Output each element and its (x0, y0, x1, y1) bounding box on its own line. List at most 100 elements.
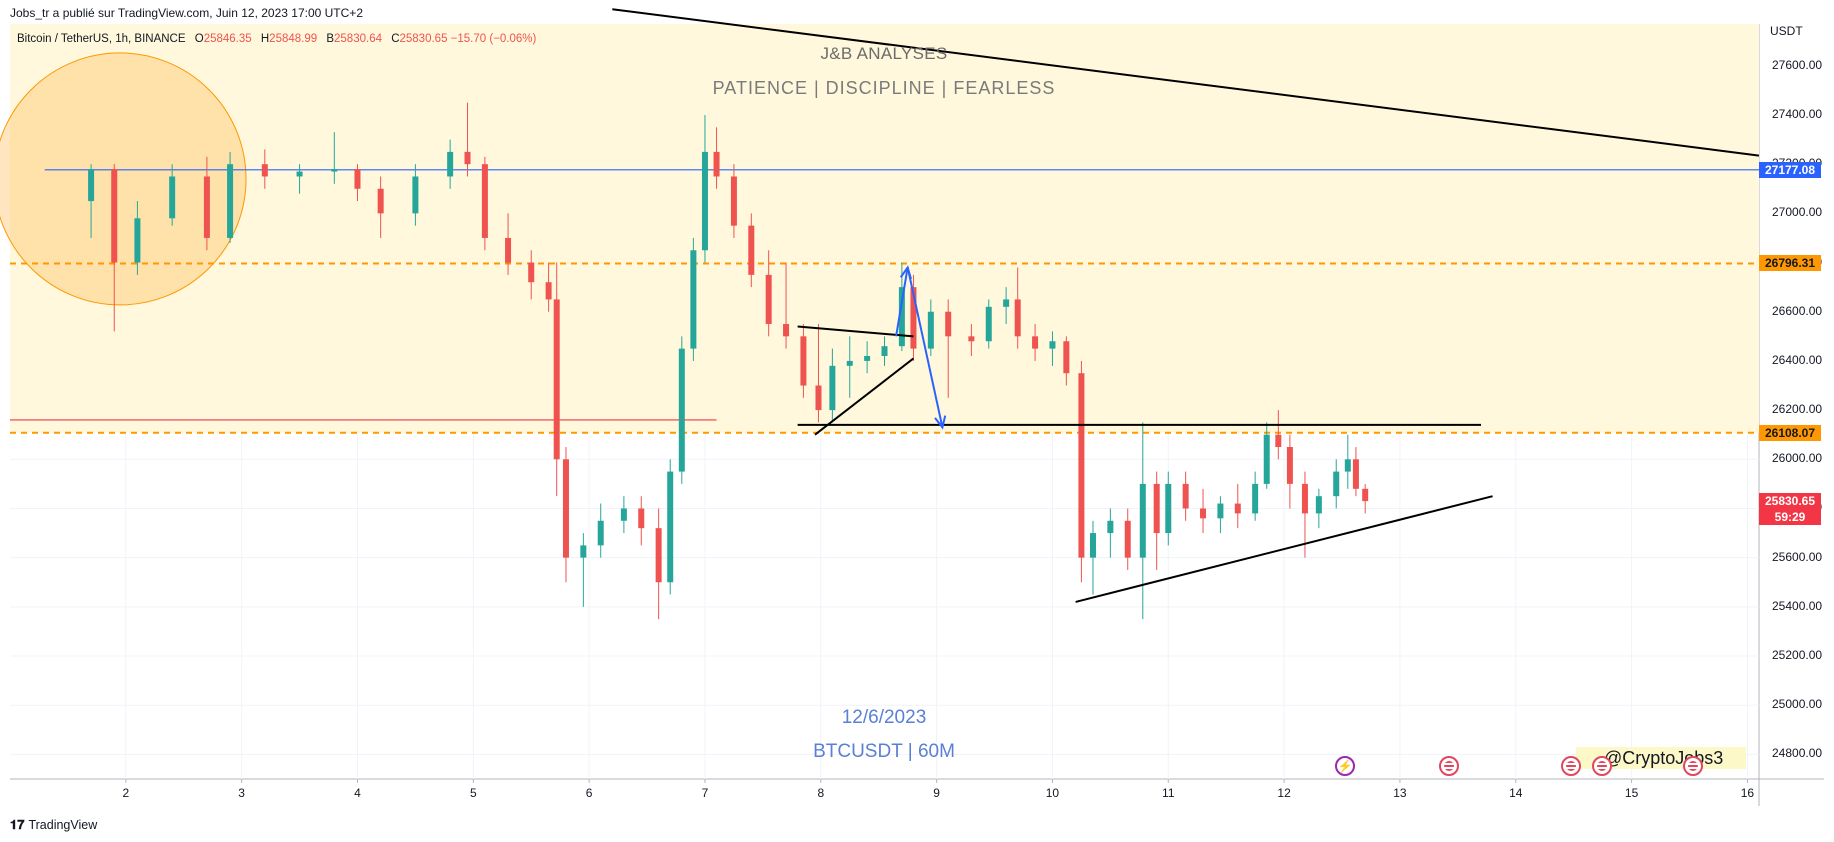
candle-body (1089, 533, 1096, 558)
time-tick-label: 13 (1393, 786, 1407, 800)
trendline (1075, 495, 1493, 603)
candle-body (1301, 483, 1308, 514)
candle-body (1032, 336, 1039, 349)
us-flag-icon[interactable] (1561, 756, 1581, 776)
candle-body (701, 151, 708, 251)
candle-body (412, 176, 419, 214)
candle-body (1063, 341, 1070, 374)
lightning-icon[interactable]: ⚡ (1335, 756, 1355, 776)
candle-body (638, 508, 645, 529)
path-arrow-line (895, 267, 909, 337)
publish-info: Jobs_tr a publié sur TradingView.com, Ju… (10, 6, 363, 20)
candle-body (1153, 483, 1160, 534)
candlestick-series (88, 102, 1369, 620)
candle-body (447, 151, 454, 177)
symbol-label[interactable]: Bitcoin / TetherUS, 1h, BINANCE (17, 33, 186, 45)
candle-body (597, 520, 604, 546)
time-tick-label: 12 (1277, 786, 1291, 800)
price-tick-label: 26400.00 (1772, 352, 1823, 367)
candle-body (730, 176, 737, 226)
candle-body (846, 360, 853, 366)
candle-body (1286, 446, 1293, 484)
low-value: 25830.64 (334, 33, 382, 45)
candle-body (1200, 508, 1207, 519)
highlight-circle (0, 52, 247, 306)
time-axis-ticks (125, 779, 1748, 783)
price-tick-label: 27400.00 (1772, 106, 1823, 121)
us-flag-icon[interactable] (1592, 756, 1612, 776)
price-tag: 27177.08 (1759, 161, 1821, 178)
us-flag-icon[interactable] (1683, 756, 1703, 776)
candle-body (783, 324, 790, 337)
candle-body (655, 528, 662, 583)
time-tick-label: 8 (817, 786, 825, 800)
path-arrows (895, 265, 947, 430)
time-tick-label: 7 (701, 786, 709, 800)
candle-body (1107, 520, 1114, 534)
trendlines (612, 8, 1760, 603)
candle-body (678, 348, 685, 472)
candle-body (864, 356, 871, 361)
price-axis-unit[interactable]: USDT (1770, 24, 1803, 38)
candle-body (528, 262, 535, 283)
candle-body (1333, 471, 1340, 497)
stamp-date: 12/6/2023 (841, 707, 927, 728)
time-tick-label: 15 (1624, 786, 1639, 800)
time-tick-label: 5 (469, 786, 477, 800)
time-tick-label: 4 (354, 786, 361, 800)
watermark-title: J&B ANALYSES (820, 44, 948, 63)
close-value: 25830.65 (399, 33, 448, 45)
time-tick-label: 10 (1045, 786, 1060, 800)
tradingview-brand: TradingView (28, 818, 98, 832)
footer-brand[interactable]: 𝟏𝟕 TradingView (10, 817, 97, 833)
stamp-symbol: BTCUSDT | 60M (813, 741, 955, 762)
candle-body (765, 274, 772, 325)
candle-body (111, 169, 118, 263)
price-tick-label: 26000.00 (1772, 451, 1823, 466)
price-tick-label: 24800.00 (1772, 746, 1823, 761)
price-tick-label: 26200.00 (1772, 402, 1823, 417)
candle-body (713, 151, 720, 177)
candle-body (800, 336, 807, 386)
highlight-circle-shape (0, 52, 247, 306)
price-tick-label: 25200.00 (1772, 648, 1823, 663)
candle-body (505, 237, 512, 263)
ohlc-legend: Bitcoin / TetherUS, 1h, BINANCE O25846.3… (17, 33, 536, 45)
price-tag: 59:29 (1759, 508, 1821, 525)
candle-body (898, 287, 905, 347)
candle-body (1165, 483, 1172, 534)
candle-body (1263, 434, 1270, 484)
candle-body (1252, 483, 1259, 514)
trendline (814, 357, 915, 436)
candle-body (748, 225, 755, 275)
candle-body (1217, 503, 1224, 519)
time-tick-label: 9 (933, 786, 940, 800)
candle-body (1362, 488, 1369, 502)
candle-body (881, 346, 888, 357)
price-levels (10, 169, 1759, 434)
us-flag-icon[interactable] (1439, 756, 1459, 776)
candle-body (667, 471, 674, 583)
candle-body (354, 169, 361, 189)
candle-body (1234, 503, 1241, 514)
time-tick-label: 2 (122, 786, 130, 800)
trendline (797, 325, 914, 338)
close-key: C (391, 33, 400, 45)
candle-body (331, 169, 338, 172)
candle-body (88, 169, 95, 202)
candle-body (377, 188, 384, 214)
path-arrow-line (906, 267, 944, 428)
candle-body (545, 282, 552, 300)
price-tag: 26796.31 (1759, 255, 1821, 272)
trendline (612, 8, 1760, 157)
candle-body (945, 311, 952, 337)
change-value: −15.70 (−0.06%) (450, 33, 537, 45)
open-value: 25846.35 (203, 33, 252, 45)
candle-body (1275, 434, 1282, 447)
price-tick-label: 25000.00 (1772, 697, 1823, 712)
price-tick-label: 25600.00 (1772, 549, 1823, 564)
candle-body (985, 306, 992, 342)
candle-body (620, 508, 627, 521)
candle-body (1078, 373, 1085, 558)
